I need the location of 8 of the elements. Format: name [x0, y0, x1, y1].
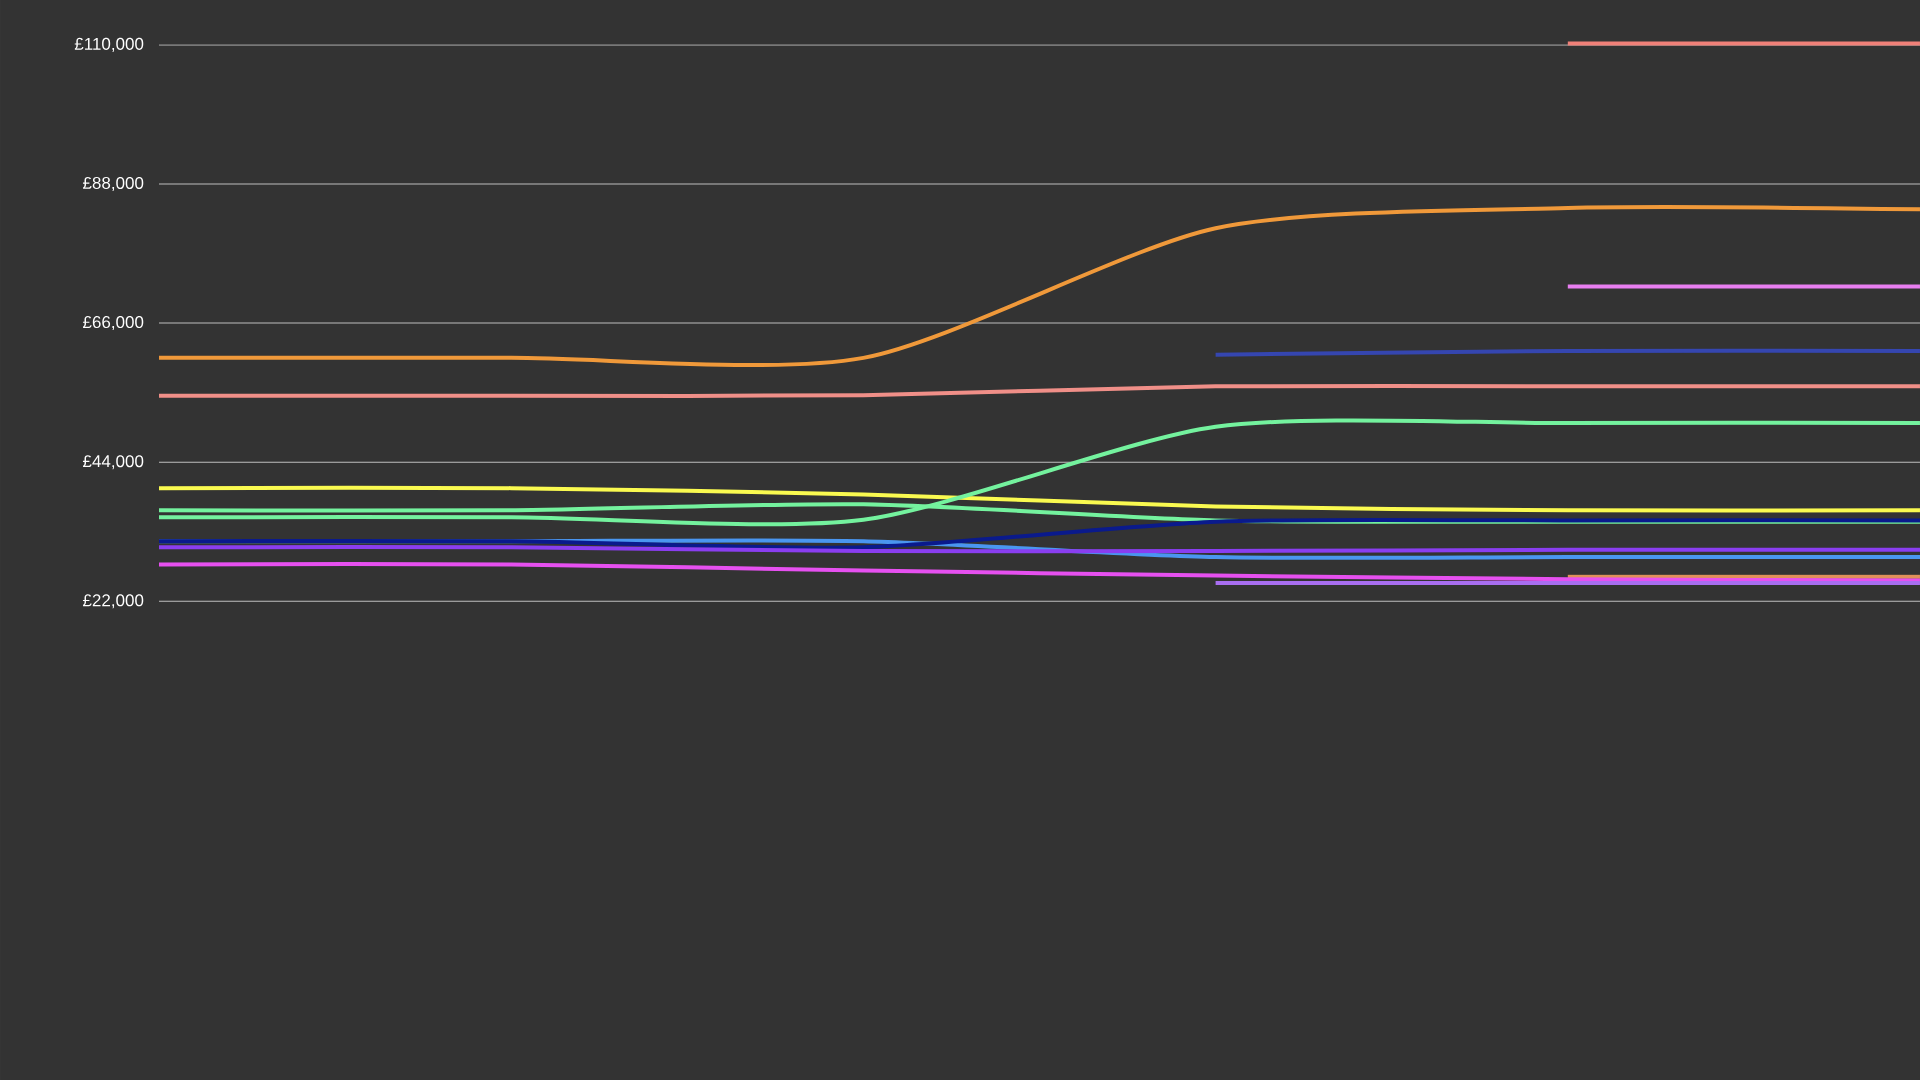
y-tick-label: £44,000 — [82, 455, 144, 470]
y-tick-label: £66,000 — [82, 316, 144, 331]
y-tick-label: £22,000 — [82, 594, 144, 609]
line-series — [159, 517, 1920, 550]
y-tick-label: £88,000 — [82, 176, 144, 191]
line-series — [159, 485, 1920, 513]
line-series — [159, 562, 1920, 583]
y-tick-label: £110,000 — [74, 37, 144, 52]
